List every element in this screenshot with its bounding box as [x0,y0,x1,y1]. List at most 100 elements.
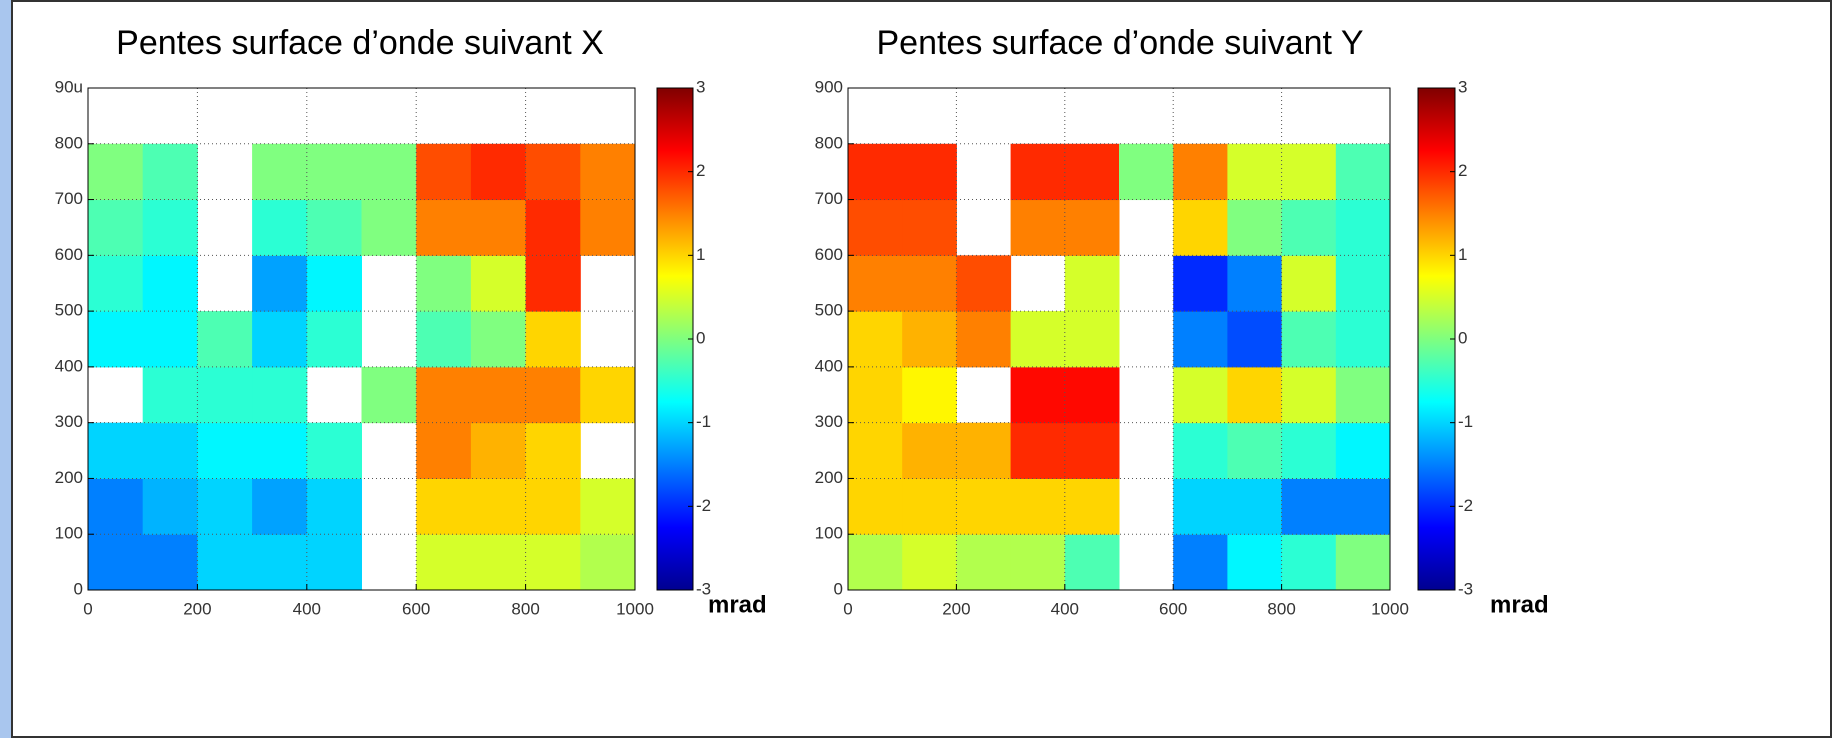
heat-cell [197,478,253,535]
heat-cell [902,422,957,479]
heat-cell [1335,366,1391,424]
heat-cell [142,366,198,424]
heat-cell [1335,143,1391,201]
heat-cell [252,311,308,368]
heat-cell [470,199,527,256]
heat-cell [142,143,198,201]
heat-cell [197,366,253,424]
heat-cell [1335,311,1391,368]
heat-cell [470,255,527,312]
colorbar-unit: mrad [708,591,767,618]
heat-cell [142,255,198,312]
heat-cell [902,143,957,201]
colorbar-tick-label: -1 [1458,412,1473,431]
heat-cell [197,422,253,479]
heat-cell [956,534,1012,591]
side-strip [0,0,12,738]
y-tick-label: 700 [815,189,843,208]
colorbar [656,87,694,591]
axes-box [87,87,636,591]
heat-cell [1064,311,1120,368]
y-tick-label: 900 [815,77,843,96]
colorbar-tick-label: -2 [696,496,711,515]
colorbar-tick-label: 1 [696,245,705,264]
heat-cell [252,422,308,479]
y-tick-label: 800 [55,133,83,152]
y-tick-label: 0 [834,579,843,598]
y-tick-label: 90u [55,77,83,96]
axes-box [847,87,1391,591]
heat-cell [1010,534,1066,591]
heat-cell [470,422,527,479]
heat-cell [1281,255,1337,312]
heat-cell [1335,422,1391,479]
heat-cell [1335,199,1391,256]
heat-cell [902,366,957,424]
heat-cell [361,143,417,201]
heat-cell [306,143,362,201]
heat-cell [252,143,308,201]
y-tick-label: 300 [815,412,843,431]
heat-cell [1281,366,1337,424]
heat-cell [1281,199,1337,256]
heat-cell [1281,534,1337,591]
heat-cell [1173,143,1228,201]
heat-cell [88,143,144,201]
colorbar-tick-label: -3 [1458,579,1473,598]
heat-cell [848,478,903,535]
y-tick-label: 400 [815,356,843,375]
heat-cell [306,199,362,256]
x-tick-label: 200 [183,599,211,618]
heat-cell [197,534,253,591]
heat-cell [1227,422,1283,479]
heat-cell [142,422,198,479]
heat-cell [1281,311,1337,368]
heat-cell [88,478,144,535]
heat-cell [1064,143,1120,201]
heat-cell [252,534,308,591]
colorbar-tick-label: -3 [696,579,711,598]
heat-cell [1010,478,1066,535]
y-tick-label: 200 [55,468,83,487]
heat-cell [1335,255,1391,312]
heat-cell [416,311,472,368]
heat-cell [1227,366,1283,424]
heat-cell [142,478,198,535]
heat-cell [1173,422,1228,479]
heat-cell [306,422,362,479]
heat-cell [525,255,581,312]
heat-cell [1010,199,1066,256]
heat-cell [1173,199,1228,256]
heat-cell [848,199,903,256]
chart-title: Pentes surface d’onde suivant Y [876,24,1363,62]
colorbar-tick-label: 3 [1458,77,1467,96]
heat-cell [580,143,636,201]
colorbar-tick-label: 0 [1458,328,1467,347]
heat-cell [361,366,417,424]
y-tick-label: 600 [55,245,83,264]
heat-cell [416,478,472,535]
x-tick-label: 1000 [1371,599,1409,618]
heat-cell [525,143,581,201]
heat-cell [470,143,527,201]
heat-cell [1227,311,1283,368]
heat-cell [580,478,636,535]
heat-cell [88,255,144,312]
heat-cell [1119,143,1174,201]
x-tick-label: 0 [843,599,852,618]
heat-cell [902,311,957,368]
heat-cell [1064,534,1120,591]
heat-cell [848,534,903,591]
heat-cell [416,199,472,256]
heat-cell [252,366,308,424]
heat-cell [416,255,472,312]
heat-cell [197,311,253,368]
heat-cell [902,534,957,591]
colorbar-tick-label: -2 [1458,496,1473,515]
heat-cell [902,478,957,535]
heat-cell [580,534,636,591]
heat-cell [902,255,957,312]
heat-cell [1281,478,1337,535]
heat-cell [1173,478,1228,535]
